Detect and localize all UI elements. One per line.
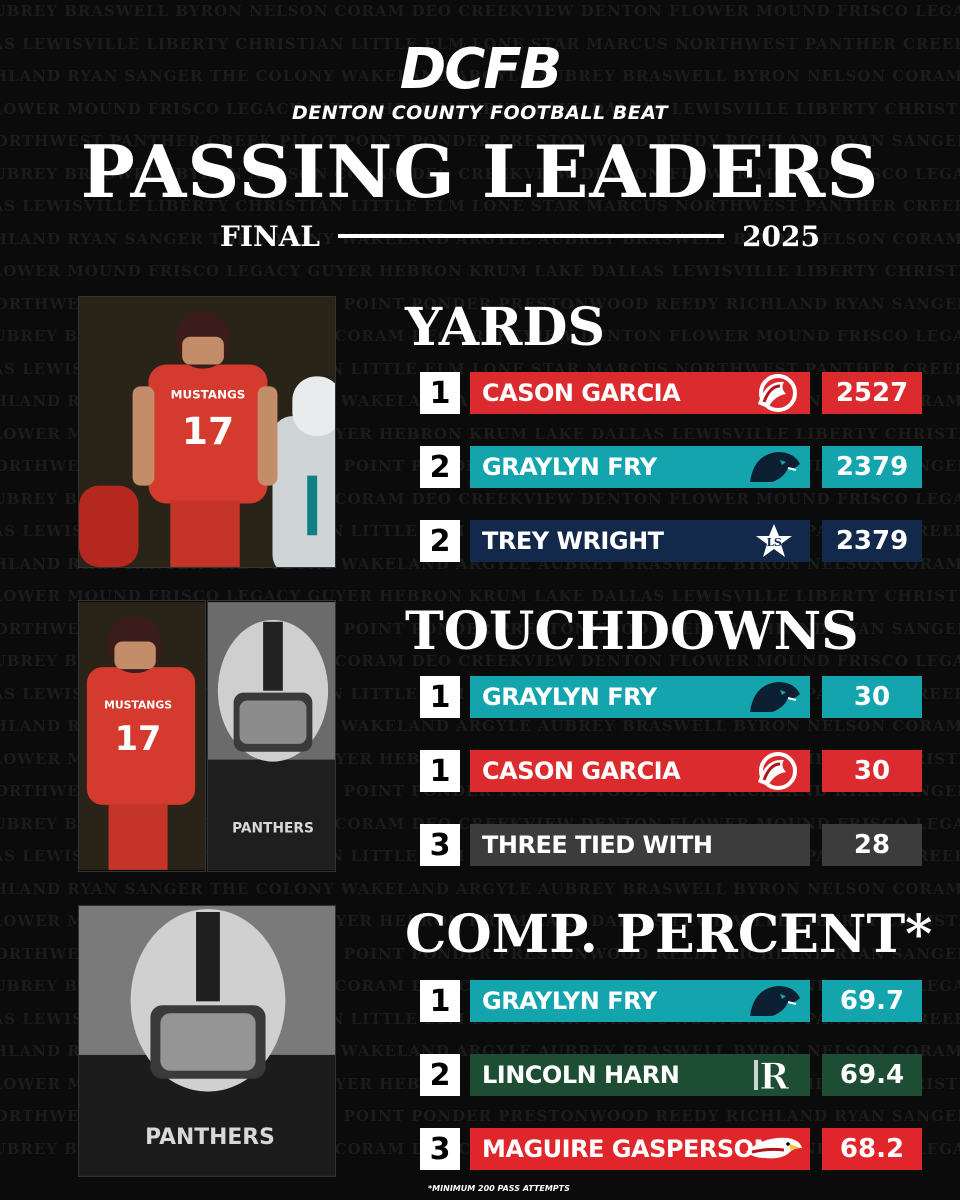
- rank-badge: 3: [420, 824, 460, 866]
- player-name: TREY WRIGHT: [482, 527, 664, 555]
- background-pattern-row: CHLAND RYAN SANGER THE COLONY WAKELAND A…: [0, 879, 960, 898]
- player-name: GRAYLYN FRY: [482, 453, 657, 481]
- rank-badge: 2: [420, 1054, 460, 1096]
- background-pattern-row: LAS LEWISVILLE LIBERTY CHRISTIAN LITTLE …: [0, 34, 960, 53]
- leaderboard-row: 2 TREY WRIGHT LS 2379: [420, 520, 922, 562]
- player-name-bar: THREE TIED WITH: [470, 824, 810, 866]
- panther-logo-icon: [744, 678, 804, 716]
- rank-badge: 2: [420, 520, 460, 562]
- brand-subtitle: DENTON COUNTY FOOTBALL BEAT: [291, 102, 669, 124]
- leaderboard-row: 1 GRAYLYN FRY 69.7: [420, 980, 922, 1022]
- footnote: *MINIMUM 200 PASS ATTEMPTS: [428, 1184, 570, 1193]
- player-name-bar: GRAYLYN FRY: [470, 676, 810, 718]
- leaderboard-row: 3 THREE TIED WITH 28: [420, 824, 922, 866]
- stat-value: 68.2: [822, 1128, 922, 1170]
- background-pattern-row: NORTHWEST PANTHER CREEK PILOT POINT POND…: [0, 132, 960, 150]
- player-name-bar: LINCOLN HARN R: [470, 1054, 810, 1096]
- rank-badge: 3: [420, 1128, 460, 1170]
- leaderboard-row: 2 GRAYLYN FRY 2379: [420, 446, 922, 488]
- background-pattern-row: CHLAND RYAN SANGER THE COLONY WAKELAND A…: [0, 67, 960, 85]
- final-label: FINAL: [220, 219, 320, 253]
- section-title-touchdowns: TOUCHDOWNS: [405, 601, 859, 662]
- player-photo-bw-icon: PANTHERS: [79, 906, 335, 1176]
- player-name-bar: CASON GARCIA: [470, 750, 810, 792]
- background-pattern-row: AUBREY BRASWELL BYRON NELSON CORAM DEO C…: [0, 164, 960, 183]
- leaderboard-row: 2 LINCOLN HARN R 69.4: [420, 1054, 922, 1096]
- player-photo-red-icon: MUSTANGS 17: [79, 602, 205, 870]
- player-photo-comp-percent: PANTHERS: [78, 905, 336, 1177]
- player-name-bar: TREY WRIGHT LS: [470, 520, 810, 562]
- logo-text: DCFB: [399, 37, 563, 102]
- stat-value: 2379: [822, 446, 922, 488]
- player-name: GRAYLYN FRY: [482, 683, 657, 711]
- stat-value: 30: [822, 676, 922, 718]
- rank-badge: 1: [420, 372, 460, 414]
- player-name: GRAYLYN FRY: [482, 987, 657, 1015]
- header: DCFB DENTON COUNTY FOOTBALL BEAT PASSING…: [0, 40, 960, 212]
- rank-badge: 2: [420, 446, 460, 488]
- player-photo-red-icon: MUSTANGS 17: [79, 297, 335, 567]
- rank-badge: 1: [420, 750, 460, 792]
- stat-value: 69.4: [822, 1054, 922, 1096]
- jersey-number: 17: [182, 409, 234, 453]
- rank-badge: 1: [420, 980, 460, 1022]
- player-name: MAGUIRE GASPERSON: [482, 1135, 774, 1163]
- page-title: PASSING LEADERS: [80, 129, 880, 214]
- player-name-bar: CASON GARCIA: [470, 372, 810, 414]
- stat-value: 28: [822, 824, 922, 866]
- player-photo-touchdowns-right: PANTHERS: [207, 600, 336, 872]
- r-logo-icon: R: [744, 1056, 804, 1096]
- mustang-logo-icon: [744, 374, 804, 412]
- divider-line: [337, 234, 725, 238]
- eagle-logo-icon: [744, 1130, 804, 1168]
- stat-value: 30: [822, 750, 922, 792]
- jersey-number: 17: [115, 719, 162, 758]
- player-name-bar: MAGUIRE GASPERSON: [470, 1128, 810, 1170]
- jersey-text: PANTHERS: [232, 820, 314, 836]
- rank-badge: 1: [420, 676, 460, 718]
- player-name: THREE TIED WITH: [482, 831, 713, 859]
- leaderboard-row: 3 MAGUIRE GASPERSON 68.2: [420, 1128, 922, 1170]
- player-name: CASON GARCIA: [482, 379, 681, 407]
- jersey-text: MUSTANGS: [171, 387, 246, 401]
- lone-star-logo-icon: LS: [744, 522, 804, 560]
- stat-value: 2527: [822, 372, 922, 414]
- player-name-bar: GRAYLYN FRY: [470, 980, 810, 1022]
- player-photo-bw-icon: PANTHERS: [208, 602, 335, 870]
- player-name-bar: GRAYLYN FRY: [470, 446, 810, 488]
- year-label: 2025: [742, 219, 820, 253]
- background-pattern-row: FLOWER MOUND FRISCO LEGACY GUYER HEBRON …: [0, 262, 960, 280]
- leaderboard-row: 1 CASON GARCIA 30: [420, 750, 922, 792]
- panther-logo-icon: [744, 982, 804, 1020]
- player-photo-touchdowns-left: MUSTANGS 17: [78, 600, 206, 872]
- jersey-text: PANTHERS: [145, 1125, 275, 1150]
- svg-text:LS: LS: [767, 536, 782, 549]
- jersey-text: MUSTANGS: [104, 698, 172, 711]
- player-photo-yards: MUSTANGS 17: [78, 296, 336, 568]
- background-pattern-row: FLOWER MOUND FRISCO LEGACY GUYER HEBRON …: [0, 99, 960, 118]
- stat-value: 69.7: [822, 980, 922, 1022]
- stat-value: 2379: [822, 520, 922, 562]
- player-name: LINCOLN HARN: [482, 1061, 680, 1089]
- section-title-yards: YARDS: [405, 297, 606, 358]
- final-year-row: FINAL 2025: [220, 218, 820, 254]
- background-pattern-row: LAS LEWISVILLE LIBERTY CHRISTIAN LITTLE …: [0, 197, 960, 215]
- leaderboard-row: 1 CASON GARCIA 2527: [420, 372, 922, 414]
- player-name: CASON GARCIA: [482, 757, 681, 785]
- mustang-logo-icon: [744, 752, 804, 790]
- leaderboard-row: 1 GRAYLYN FRY 30: [420, 676, 922, 718]
- background-pattern-row: AUBREY BRASWELL BYRON NELSON CORAM DEO C…: [0, 2, 960, 20]
- svg-text:R: R: [759, 1056, 790, 1094]
- panther-logo-icon: [744, 448, 804, 486]
- dcfb-logo: DCFB: [399, 37, 563, 102]
- section-title-comp-percent: COMP. PERCENT*: [405, 904, 933, 965]
